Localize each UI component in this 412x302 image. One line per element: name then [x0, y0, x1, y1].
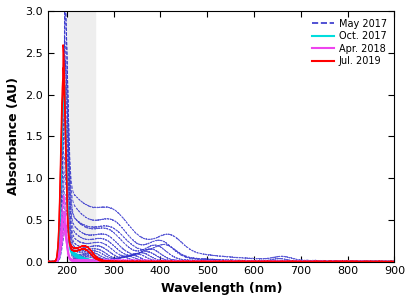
X-axis label: Wavelength (nm): Wavelength (nm)	[161, 282, 282, 295]
Legend: May 2017, Oct. 2017, Apr. 2018, Jul. 2019: May 2017, Oct. 2017, Apr. 2018, Jul. 201…	[309, 16, 390, 69]
Y-axis label: Absorbance (AU): Absorbance (AU)	[7, 77, 20, 195]
Bar	[67, 11, 95, 262]
